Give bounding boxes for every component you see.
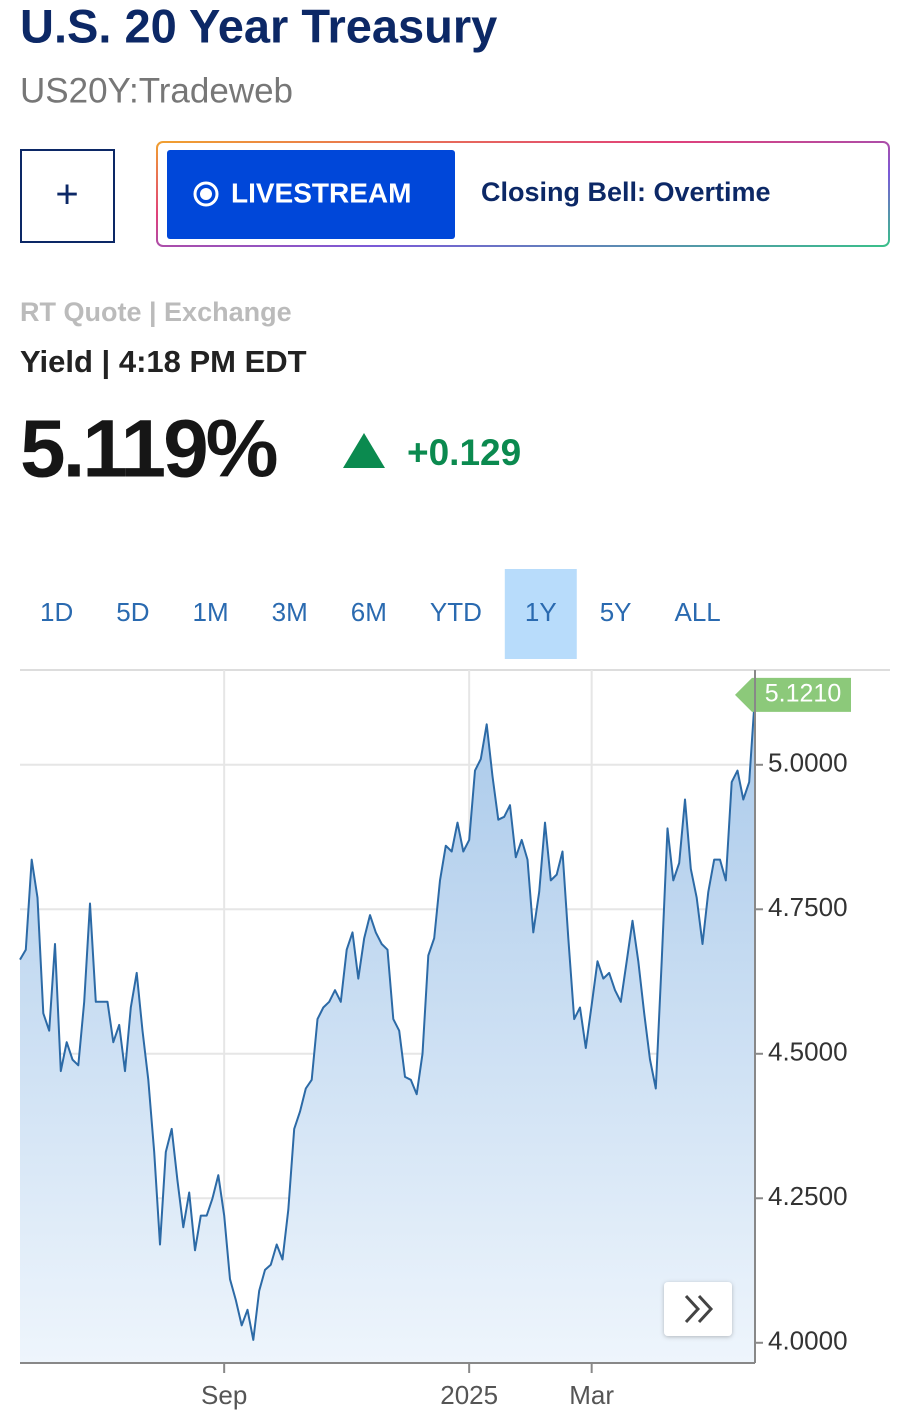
area [20,694,755,1363]
range-tab[interactable]: YTD [430,597,482,627]
range-tab-label: YTD [430,597,482,627]
add-button[interactable]: + [20,149,115,243]
livestream-button[interactable]: LIVESTREAM [167,150,455,239]
range-tab-label: ALL [675,597,721,627]
page-title: U.S. 20 Year Treasury [20,0,497,52]
range-tab-label: 1M [193,597,229,627]
y-tick-label: 4.7500 [768,892,848,922]
quote-source: RT Quote | Exchange [20,297,292,327]
scroll-button[interactable] [664,1282,732,1336]
quote-value: 5.119% [20,404,277,495]
range-tab[interactable]: 5Y [600,597,632,627]
range-tab[interactable]: 1D [40,597,73,627]
show-name[interactable]: Closing Bell: Overtime [481,177,771,207]
live-icon [193,181,219,207]
last-value-tag [735,677,851,712]
x-tick-label: 2025 [440,1380,498,1410]
range-tab[interactable]: 3M [272,597,308,627]
up-arrow [343,433,385,468]
x-tick-label: Sep [201,1380,247,1410]
range-tabs: 1D 5D 1M 3M 6M YTD 1Y 5Y ALL [40,569,721,659]
range-tab-label: 1Y [525,597,557,627]
range-tab[interactable]: ALL [675,597,721,627]
range-tab-label: 1D [40,597,73,627]
chart: 4.0000 4.2500 4.5000 4.7500 5.0000 Sep 2025 Mar… [19,669,890,1410]
y-tick-label: 4.2500 [768,1181,848,1211]
add-button-label: + [55,173,78,217]
range-tab[interactable]: 5D [116,597,149,627]
quote-time: Yield | 4:18 PM EDT [20,344,307,379]
range-tab-label: 5Y [600,597,632,627]
last-value-label: 5.1210 [765,679,841,707]
y-tick-label: 5.0000 [768,748,848,778]
range-tab[interactable]: 1M [193,597,229,627]
y-tick-label: 4.0000 [768,1326,848,1356]
range-tab[interactable]: 6M [351,597,387,627]
range-tab-label: 3M [272,597,308,627]
scroll-icon [684,1294,714,1324]
range-tab-bg [504,569,577,659]
livestream-label: LIVESTREAM [231,177,411,208]
live-icon-dot [200,188,212,200]
range-tab-label: 5D [116,597,149,627]
symbol: US20Y:Tradeweb [20,71,293,110]
range-tab[interactable]: 1Y [504,569,577,659]
livestream-badge-bg [167,150,455,239]
add-button-box [20,149,115,243]
y-tick-label: 4.5000 [768,1037,848,1067]
range-tab-label: 6M [351,597,387,627]
line [19,694,756,1341]
x-tick-label: Mar [569,1380,614,1410]
quote-change: +0.129 [407,432,521,473]
